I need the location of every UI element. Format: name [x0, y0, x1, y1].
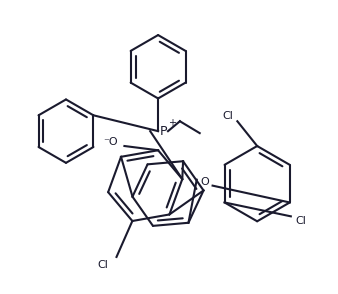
Text: ⁻O: ⁻O — [103, 137, 118, 147]
Text: Cl: Cl — [295, 216, 306, 226]
Text: P: P — [159, 125, 167, 138]
Text: +: + — [168, 118, 176, 128]
Text: O: O — [200, 177, 209, 187]
Text: Cl: Cl — [222, 111, 233, 121]
Text: Cl: Cl — [97, 260, 108, 270]
